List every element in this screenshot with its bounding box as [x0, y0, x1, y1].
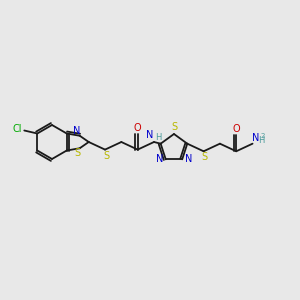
Text: O: O	[232, 124, 240, 134]
Text: S: S	[171, 122, 177, 132]
Text: O: O	[134, 123, 142, 133]
Text: S: S	[75, 148, 81, 158]
Text: H: H	[155, 134, 161, 142]
Text: N: N	[146, 130, 154, 140]
Text: N: N	[73, 126, 80, 136]
Text: S: S	[202, 152, 208, 162]
Text: S: S	[103, 151, 109, 160]
Text: N: N	[184, 154, 192, 164]
Text: 2: 2	[260, 133, 265, 139]
Text: H: H	[258, 136, 265, 145]
Text: Cl: Cl	[13, 124, 22, 134]
Text: N: N	[156, 154, 164, 164]
Text: N: N	[252, 133, 259, 143]
